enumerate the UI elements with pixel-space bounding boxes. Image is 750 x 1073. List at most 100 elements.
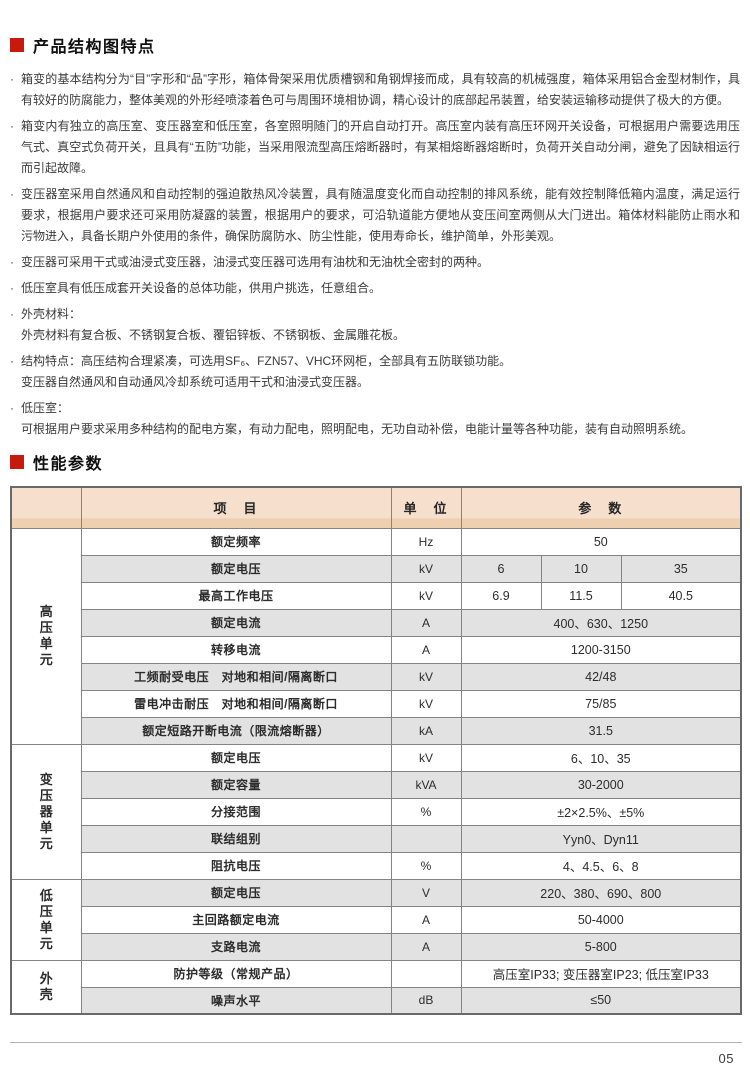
group-cell: 外壳 (10, 959, 82, 1015)
cell-value: Yyn0、Dyn11 (460, 824, 742, 853)
table-row: 低压单元 额定电压 V 220、380、690、800 (10, 878, 742, 961)
cell-value: 35 (620, 554, 742, 583)
cell-item: 额定容量 (80, 770, 392, 799)
feature-item: · 结构特点：高压结构合理紧凑，可选用SF₆、FZN57、VHC环网柜，全部具有五… (10, 351, 740, 393)
cell-unit: Hz (390, 527, 462, 556)
cell-unit: A (390, 608, 462, 637)
feature-item: · 变压器可采用干式或油浸式变压器，油浸式变压器可选用有油枕和无油枕全密封的两种。 (10, 252, 740, 273)
cell-item: 额定电压 (80, 554, 392, 583)
table-row: 额定电压 kV 6 10 35 (11, 554, 742, 583)
table-row: 高压单元 额定频率 Hz 50 (10, 527, 742, 745)
feature-text: 结构特点：高压结构合理紧凑，可选用SF₆、FZN57、VHC环网柜，全部具有五防… (21, 354, 512, 389)
group-label: 高压单元 (39, 604, 53, 667)
cell-value: 5-800 (460, 932, 742, 961)
table-row: 支路电流 A 5-800 (11, 932, 742, 961)
red-square-icon (10, 455, 24, 469)
feature-text: 变压器室采用自然通风和自动控制的强迫散热风冷装置，具有随温度变化而自动控制的排风… (21, 187, 740, 243)
feature-text: 箱变内有独立的高压室、变压器室和低压室，各室照明随门的开启自动打开。高压室内装有… (21, 119, 740, 175)
cell-item: 最高工作电压 (80, 581, 392, 610)
cell-unit: A (390, 932, 462, 961)
cell-value: 31.5 (460, 716, 742, 745)
cell-value: 4、4.5、6、8 (460, 851, 742, 880)
header-cell-param: 参 数 (460, 486, 742, 529)
cell-value: 220、380、690、800 (460, 878, 742, 907)
parameters-section: 性能参数 项 目 单 位 参 数 高压单元 额定频率 Hz 50 额定电压 kV 6 10 35… (10, 450, 743, 1015)
cell-item: 分接范围 (80, 797, 392, 826)
parameters-table-body: 高压单元 额定频率 Hz 50 额定电压 kV 6 10 35 最高工作电压 kV 6.9 11.5 40… (10, 527, 742, 1015)
cell-unit: kA (390, 716, 462, 745)
header-cell-unit: 单 位 (390, 486, 462, 529)
features-section: 产品结构图特点 · 箱变的基本结构分为“目”字形和“品”字形，箱体骨架采用优质槽钢… (10, 33, 740, 440)
bullet-marker: · (10, 307, 14, 321)
cell-item: 噪声水平 (80, 986, 392, 1015)
cell-unit (390, 959, 462, 988)
cell-value: 50-4000 (460, 905, 742, 934)
cell-item: 工频耐受电压 对地和相间/隔离断口 (80, 662, 392, 691)
table-header-row: 项 目 单 位 参 数 (10, 486, 742, 529)
cell-value: 6、10、35 (460, 743, 742, 772)
group-label: 变压器单元 (39, 771, 53, 851)
table-row: 额定电流 A 400、630、1250 (11, 608, 742, 637)
cell-unit: kVA (390, 770, 462, 799)
features-section-header: 产品结构图特点 (10, 33, 740, 57)
cell-unit: kV (390, 743, 462, 772)
table-row: 工频耐受电压 对地和相间/隔离断口 kV 42/48 (11, 662, 742, 691)
cell-item: 主回路额定电流 (80, 905, 392, 934)
cell-item: 转移电流 (80, 635, 392, 664)
cell-item: 额定电流 (80, 608, 392, 637)
cell-unit: kV (390, 662, 462, 691)
page-number: 05 (718, 1051, 734, 1066)
table-row: 分接范围% ±2×2.5%、±5% (11, 797, 742, 826)
cell-value: 75/85 (460, 689, 742, 718)
bullet-marker: · (10, 119, 14, 133)
table-row: 噪声水平 dB ≤50 (11, 986, 742, 1015)
feature-text: 低压室： 可根据用户要求采用多种结构的配电方案，有动力配电，照明配电，无功自动补… (21, 401, 694, 436)
cell-item: 额定频率 (80, 527, 392, 556)
cell-unit: V (390, 878, 462, 907)
table-row: 最高工作电压 kV 6.9 11.5 40.5 (11, 581, 742, 610)
parameters-section-header: 性能参数 (10, 450, 740, 474)
cell-unit: dB (390, 986, 462, 1015)
bullet-marker: · (10, 281, 14, 295)
cell-unit: kV (390, 554, 462, 583)
feature-item: · 箱变的基本结构分为“目”字形和“品”字形，箱体骨架采用优质槽钢和角钢焊接而成，… (10, 69, 740, 111)
table-row: 外壳 防护等级（常规产品） 高压室IP33; 变压器室IP23; 低压室IP33 (10, 959, 742, 1015)
red-square-icon (10, 38, 24, 52)
cell-item: 额定短路开断电流（限流熔断器） (80, 716, 392, 745)
cell-item: 防护等级（常规产品） (80, 959, 392, 988)
cell-value: 6.9 (460, 581, 542, 610)
cell-value: 11.5 (540, 581, 622, 610)
table-row: 雷电冲击耐压 对地和相间/隔离断口 kV 75/85 (11, 689, 742, 718)
footer-divider (10, 1042, 742, 1043)
bullet-marker: · (10, 255, 14, 269)
table-row: 主回路额定电流 A 50-4000 (11, 905, 742, 934)
parameters-section-title: 性能参数 (33, 456, 104, 473)
cell-value: 40.5 (620, 581, 742, 610)
group-cell: 变压器单元 (10, 743, 82, 880)
cell-value: 50 (460, 527, 742, 556)
features-list: · 箱变的基本结构分为“目”字形和“品”字形，箱体骨架采用优质槽钢和角钢焊接而成，… (10, 69, 740, 440)
feature-item: · 箱变内有独立的高压室、变压器室和低压室，各室照明随门的开启自动打开。高压室内装… (10, 116, 740, 179)
feature-text: 变压器可采用干式或油浸式变压器，油浸式变压器可选用有油枕和无油枕全密封的两种。 (21, 255, 490, 269)
cell-value: 30-2000 (460, 770, 742, 799)
bullet-marker: · (10, 354, 14, 368)
cell-item: 雷电冲击耐压 对地和相间/隔离断口 (80, 689, 392, 718)
feature-text: 外壳材料： 外壳材料有复合板、不锈钢复合板、覆铝锌板、不锈钢板、金属雕花板。 (21, 307, 406, 342)
cell-item: 阻抗电压 (80, 851, 392, 880)
feature-item: · 低压室具有低压成套开关设备的总体功能，供用户挑选，任意组合。 (10, 278, 740, 299)
cell-unit: A (390, 905, 462, 934)
cell-value: ≤50 (460, 986, 742, 1015)
cell-unit: % (390, 851, 462, 880)
bullet-marker: · (10, 187, 14, 201)
cell-value: 42/48 (460, 662, 742, 691)
table-row: 转移电流 A 1200-3150 (11, 635, 742, 664)
parameters-table: 项 目 单 位 参 数 高压单元 额定频率 Hz 50 额定电压 kV 6 10 35 最高工作电… (10, 486, 743, 1015)
feature-text: 箱变的基本结构分为“目”字形和“品”字形，箱体骨架采用优质槽钢和角钢焊接而成，具… (21, 72, 740, 107)
cell-value: ±2×2.5%、±5% (460, 797, 742, 826)
cell-unit (390, 824, 462, 853)
bullet-marker: · (10, 401, 14, 415)
feature-item: · 低压室： 可根据用户要求采用多种结构的配电方案，有动力配电，照明配电，无功自动… (10, 398, 740, 440)
group-cell: 高压单元 (10, 527, 82, 745)
table-row: 变压器单元 额定电压 kV 6、10、35 (10, 743, 742, 880)
